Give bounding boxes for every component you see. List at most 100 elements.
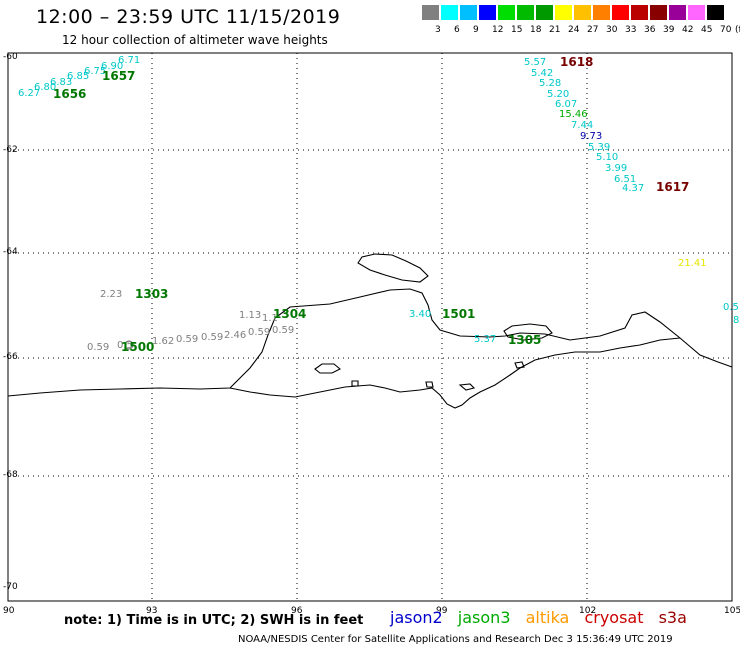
wave-height-label: 6.85 [67,71,90,82]
color-swatch [536,5,553,20]
color-scale-label: 6 [454,25,460,35]
wave-height-label: 0.59 [201,332,224,343]
wave-height-label: 8 [733,315,740,326]
wave-height-label: 3.99 [605,163,628,174]
wave-height-label: 5.37 [474,334,497,345]
color-scale-label: 42 [682,25,694,35]
color-swatch [631,5,648,20]
wave-height-label: 2.23 [100,289,123,300]
legend-jason2: jason2 [390,608,443,627]
wave-height-label: 1.1 [262,313,278,324]
legend-jason3: jason3 [457,608,511,627]
color-scale-label: 33 [625,25,637,35]
lat-label: -62 [3,145,18,155]
wave-height-label: 6.75 [84,66,107,77]
wave-height-label: 6.83 [50,77,73,88]
lat-label: -68 [3,470,18,480]
color-scale-label: 70 [720,25,732,35]
pass-time-label: 1618 [560,55,594,69]
lon-label: 93 [146,606,158,616]
color-scale-label: 15 [511,25,523,35]
pass-time-label: 1656 [53,87,87,101]
legend-altika: altika [525,608,570,627]
color-scale-label: 27 [587,25,599,35]
lon-label: 96 [291,606,303,616]
color-scale-label: 12 [492,25,504,35]
wave-height-label: 21.41 [678,258,707,269]
pass-time-label: 1657 [102,69,136,83]
wave-height-label: 5.28 [539,78,562,89]
wave-height-label: 7.44 [571,120,594,131]
wave-height-label: 6.71 [118,55,141,66]
pass-time-label: 1500 [121,340,155,354]
wave-height-label: 1.62 [152,336,175,347]
color-scale-label: 39 [663,25,675,35]
color-swatch [422,5,439,20]
wave-height-label: 15.46 [559,109,588,120]
color-scale-label: 21 [549,25,561,35]
wave-height-label: 2.46 [224,330,247,341]
wave-height-label: 0.5 [723,302,739,313]
color-scale-label: 24 [568,25,580,35]
wave-height-label: 4.37 [622,183,645,194]
lon-label: 105 [724,606,740,616]
color-swatch [574,5,591,20]
pass-time-label: 1305 [508,333,542,347]
pass-time-label: 1303 [135,287,169,301]
color-scale-label: 18 [530,25,542,35]
map-title: 12:00 – 23:59 UTC 11/15/2019 [36,6,341,28]
pass-time-label: 1501 [442,307,476,321]
wave-height-label: 0.59 [176,334,199,345]
wave-height-label: 1.13 [239,310,262,321]
legend-s3a: s3a [658,608,687,627]
pass-time-label: 1617 [656,180,690,194]
color-scale-label: 9 [473,25,479,35]
color-scale-label: 30 [606,25,618,35]
wave-height-label: 0.59 [87,342,110,353]
wave-height-label: 6.27 [18,88,41,99]
wave-height-label: 6.90 [101,61,124,72]
wave-height-label: 0.59 [248,327,271,338]
color-swatch [460,5,477,20]
lat-label: -70 [3,582,18,592]
plot-frame [7,52,733,602]
track-marker [124,340,134,350]
credit-footer: NOAA/NESDIS Center for Satellite Applica… [238,634,673,645]
legend-cryosat: cryosat [584,608,644,627]
lat-label: -60 [3,52,18,62]
color-swatch [688,5,705,20]
satellite-legend: jason2 jason3 altika cryosat s3a [390,608,697,627]
coastline [7,253,733,409]
lat-label: -66 [3,352,18,362]
color-swatch [669,5,686,20]
color-swatch [707,5,724,20]
color-swatch [498,5,515,20]
map-subtitle: 12 hour collection of altimeter wave hei… [62,33,328,47]
pass-time-label: 1304 [273,307,307,321]
lon-label: 90 [3,606,15,616]
color-swatch [593,5,610,20]
wave-height-label: 3.40 [409,309,432,320]
color-swatch [650,5,667,20]
wave-height-label: 5.20 [547,89,570,100]
wave-height-label: 5.39 [588,142,611,153]
lat-label: -64 [3,247,18,257]
lon-label: 99 [436,606,448,616]
color-swatch [479,5,496,20]
wave-height-label: 5.42 [531,68,554,79]
longitude-gridlines [151,53,588,601]
lon-label: 102 [579,606,597,616]
wave-height-label: 9.73 [580,131,603,142]
color-scale-label: 3 [435,25,441,35]
color-scale-label: (ft) [735,25,740,35]
wave-height-label: 6.07 [555,99,578,110]
color-swatch [517,5,534,20]
color-swatch [612,5,629,20]
wave-height-label: 0.59 [272,325,295,336]
wave-height-label: 6.80 [34,82,57,93]
color-swatch [555,5,572,20]
footnote: note: 1) Time is in UTC; 2) SWH is in fe… [64,613,364,628]
wave-height-label: 5.57 [524,57,547,68]
color-scale-label: 36 [644,25,656,35]
